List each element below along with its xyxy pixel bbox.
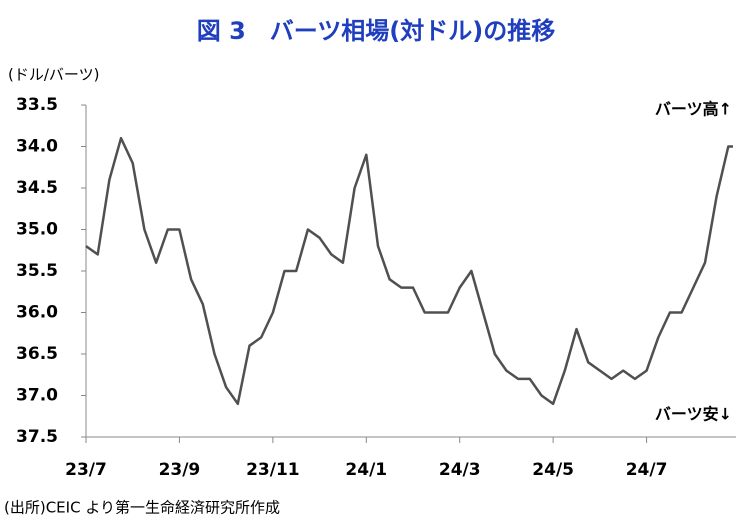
y-tick-label: 35.0: [16, 220, 58, 240]
x-tick-label: 24/3: [439, 460, 481, 480]
y-tick-label: 36.0: [16, 303, 58, 323]
data-line: [85, 136, 733, 406]
annotation: バーツ高↑: [655, 100, 732, 119]
y-tick-label: 34.5: [16, 178, 58, 198]
source-note: (出所)CEIC より第一生命経済研究所作成: [4, 499, 280, 517]
x-tick-label: 24/1: [345, 460, 387, 480]
x-tick-label: 24/5: [532, 460, 574, 480]
y-tick-label: 33.5: [16, 95, 58, 115]
y-tick-label: 37.0: [16, 386, 58, 406]
y-tick-label: 36.5: [16, 344, 58, 364]
y-tick-label: 35.5: [16, 261, 58, 281]
y-tick-label: 34.0: [16, 137, 58, 157]
y-tick-label: 37.5: [16, 427, 58, 447]
x-tick-label: 23/9: [159, 460, 201, 480]
y-axis-label: (ドル/バーツ): [8, 66, 99, 84]
chart-title: 図 3 バーツ相場(対ドル)の推移: [197, 17, 556, 45]
x-tick-label: 23/11: [246, 460, 300, 480]
annotation: バーツ安↓: [655, 405, 732, 424]
x-tick-label: 24/7: [626, 460, 668, 480]
x-tick-label: 23/7: [65, 460, 107, 480]
